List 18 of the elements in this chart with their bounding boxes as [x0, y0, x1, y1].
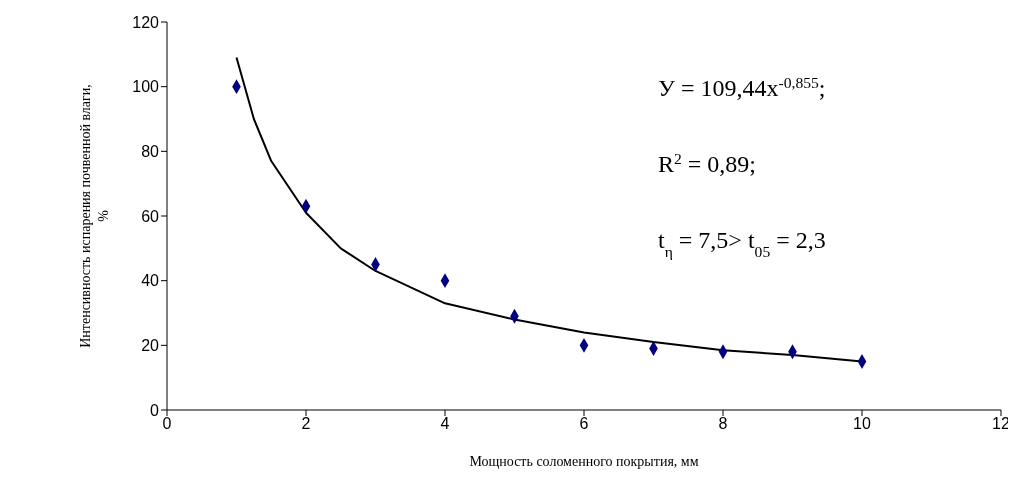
y-tick-label: 100 [132, 78, 160, 96]
y-tick-label: 80 [141, 143, 160, 161]
y-tick-label: 40 [141, 272, 160, 290]
x-tick-label: 8 [718, 415, 728, 433]
annotation: t$_{η}$ = 7,5> t$_{05}$ = 2,3 [658, 227, 826, 260]
y-tick-label: 120 [132, 13, 160, 31]
annotation: R$^{2}$ = 0,89; [658, 149, 757, 177]
x-tick-label: 4 [440, 415, 450, 433]
x-axis-title: Мощность соломенного покрытия, мм [469, 454, 699, 469]
x-tick-label: 6 [579, 415, 589, 433]
y-axis-title: Интенсивность испарения почвенной влаги, % [78, 84, 111, 348]
x-tick-label: 0 [162, 415, 172, 433]
y-tick-label: 60 [141, 207, 160, 225]
x-tick-label: 10 [853, 415, 871, 433]
y-tick-label: 0 [150, 401, 160, 419]
y-tick-label: 20 [141, 337, 160, 355]
x-tick-label: 2 [301, 415, 311, 433]
annotation: У = 109,44x$^{-0,855}$; [658, 73, 826, 101]
